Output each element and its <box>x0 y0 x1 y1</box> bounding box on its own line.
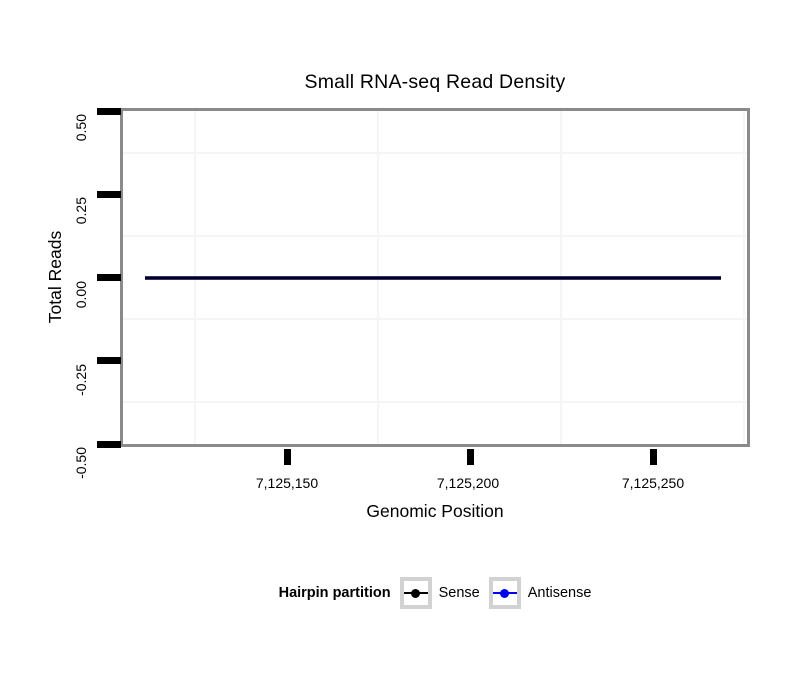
y-axis-tick <box>97 440 121 448</box>
legend-title: Hairpin partition <box>278 585 391 601</box>
legend-item-antisense: Antisense <box>488 577 592 609</box>
grid-line-minor-h <box>123 318 747 321</box>
grid-line-minor-h <box>123 234 747 237</box>
y-tick-label: -0.25 <box>73 364 89 396</box>
x-axis-tick <box>649 449 657 465</box>
y-tick-label: 0.50 <box>73 114 89 142</box>
grid-line-minor-h <box>123 151 747 154</box>
chart-title: Small RNA-seq Read Density <box>304 71 566 93</box>
grid-line-minor-h <box>123 401 747 404</box>
legend-item-label: Sense <box>438 585 480 601</box>
y-axis-tick <box>97 107 121 115</box>
data-line-sense-antisense <box>145 275 721 280</box>
grid-line-minor-v <box>743 111 745 444</box>
legend-key-box <box>399 577 432 609</box>
y-axis-tick <box>97 357 121 364</box>
legend-item-label: Antisense <box>527 585 592 601</box>
y-tick-label: 0.25 <box>73 197 89 225</box>
y-axis-tick <box>97 190 121 198</box>
x-tick-label: 7,125,150 <box>255 475 319 491</box>
x-axis-label: Genomic Position <box>366 501 504 521</box>
x-axis-tick <box>466 449 474 465</box>
legend-key-box <box>488 577 521 609</box>
x-axis-tick <box>283 449 291 465</box>
y-axis-label: Total Reads <box>45 230 65 324</box>
x-tick-label: 7,125,200 <box>436 475 500 491</box>
y-axis-tick <box>97 274 121 281</box>
legend-item-sense: Sense <box>399 577 480 609</box>
antisense-point-icon <box>500 588 510 598</box>
legend: Hairpin partition Sense Antisense <box>120 575 750 611</box>
y-tick-label: -0.50 <box>73 447 89 479</box>
plot-panel <box>120 108 750 447</box>
sense-point-icon <box>411 588 421 598</box>
x-tick-label: 7,125,250 <box>621 475 685 491</box>
